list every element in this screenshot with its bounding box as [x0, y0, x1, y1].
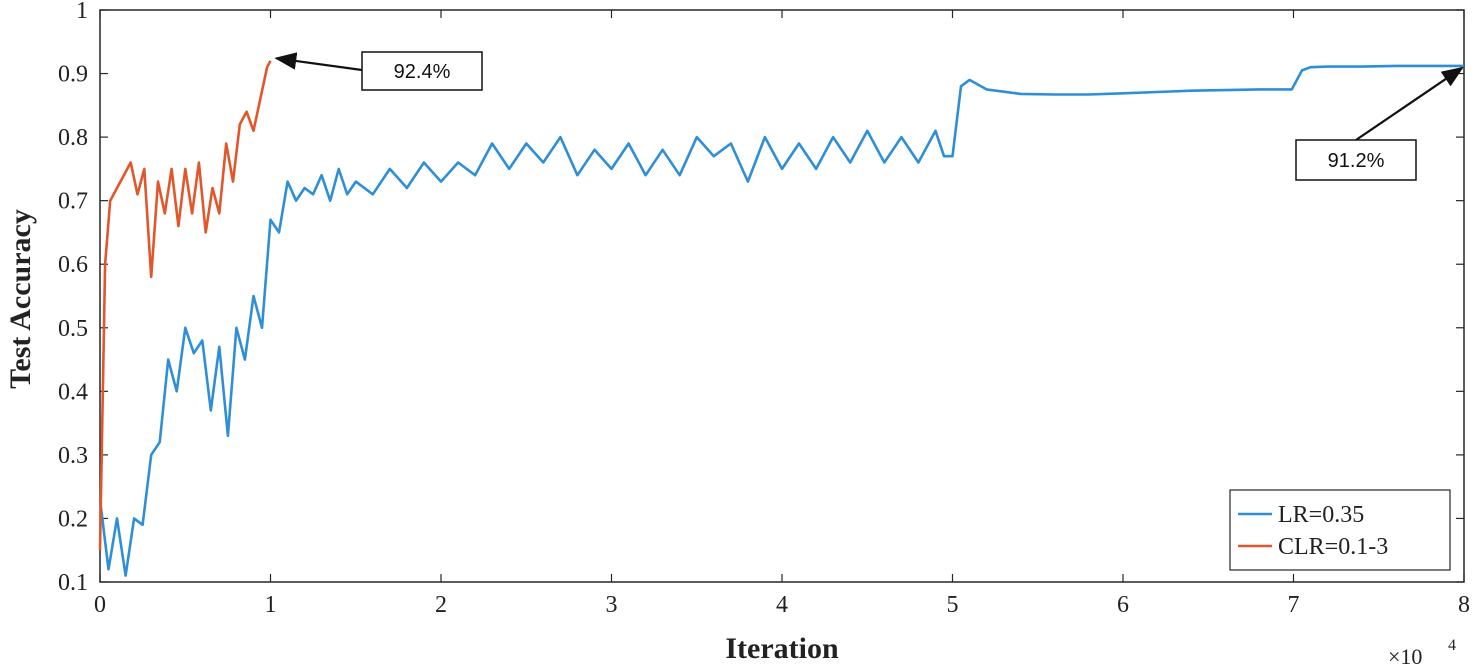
annotation-layer: 92.4% 91.2% [274, 51, 1464, 181]
legend: LR=0.35 CLR=0.1-3 [1229, 489, 1451, 571]
x-tick-label: 8 [1458, 592, 1470, 618]
y-tick-label: 0.5 [58, 316, 88, 342]
x-tick-label: 6 [1117, 592, 1129, 618]
x-tick-label: 4 [776, 592, 788, 618]
legend-label: LR=0.35 [1278, 502, 1364, 528]
x-tick-label: 2 [435, 592, 447, 618]
y-tick-label: 1 [76, 0, 88, 24]
x-tick-label: 3 [606, 592, 618, 618]
annotation-arrow [1355, 66, 1464, 141]
y-tick-label: 0.1 [58, 570, 88, 596]
legend-box [1229, 489, 1451, 571]
x-tick-label: 0 [94, 592, 106, 618]
annotation-arrow [274, 52, 363, 72]
y-tick-label: 0.4 [58, 379, 88, 405]
y-tick-label: 0.6 [58, 252, 88, 278]
annotation-box [1295, 139, 1417, 181]
y-tick-label: 0.2 [58, 506, 88, 532]
y-tick-label: 0.3 [58, 443, 88, 469]
x-tick-label: 7 [1288, 592, 1300, 618]
series-layer [98, 60, 1464, 577]
y-axis-label: Test Accuracy [4, 209, 37, 389]
y-tick-label: 0.7 [58, 189, 88, 215]
annotation-label: 92.4% [394, 61, 451, 83]
x-tick-label: 5 [947, 592, 959, 618]
legend-label: CLR=0.1-3 [1278, 534, 1388, 560]
x-axis-multiplier: ×10 [1388, 644, 1422, 668]
x-tick-label: 1 [265, 592, 277, 618]
x-axis-label: Iteration [725, 632, 839, 665]
series-line-2 [98, 60, 272, 551]
y-tick-label: 0.8 [58, 125, 88, 151]
annotation-box [361, 51, 483, 91]
axes: 0 1 2 3 4 5 6 7 8 0.1 0.2 0.3 0.4 0.5 0.6 0.7 0.8 0.9 1 [58, 0, 1470, 618]
series-line-1 [98, 64, 1464, 577]
annotation-label: 91.2% [1328, 150, 1385, 172]
x-axis-multiplier-exponent: 4 [1448, 637, 1456, 654]
y-tick-label: 0.9 [58, 62, 88, 88]
